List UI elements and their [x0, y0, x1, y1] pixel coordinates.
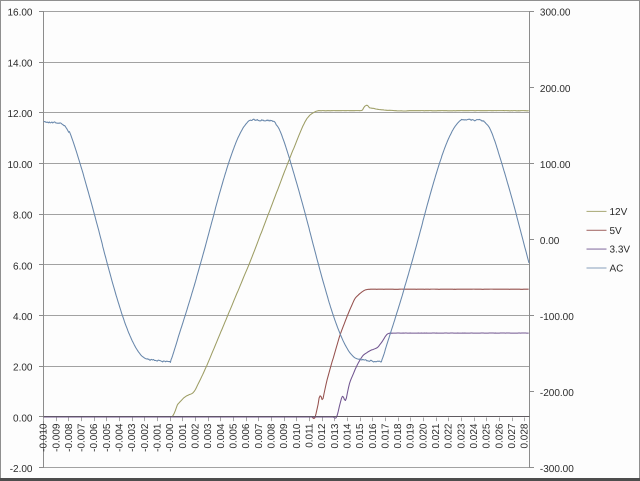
svg-text:3.3V: 3.3V [610, 245, 631, 256]
svg-text:0.00: 0.00 [540, 236, 560, 247]
svg-text:10.00: 10.00 [7, 160, 32, 171]
svg-text:6.00: 6.00 [13, 261, 33, 272]
svg-text:0.004: 0.004 [216, 423, 227, 448]
svg-text:-0.005: -0.005 [102, 423, 113, 452]
svg-text:-2.00: -2.00 [10, 464, 33, 475]
svg-text:0.003: 0.003 [203, 423, 214, 448]
svg-text:AC: AC [610, 264, 624, 275]
svg-text:5V: 5V [610, 226, 623, 237]
svg-text:-100.00: -100.00 [540, 312, 574, 323]
svg-text:0.007: 0.007 [254, 423, 265, 448]
svg-text:200.00: 200.00 [540, 84, 571, 95]
svg-text:14.00: 14.00 [7, 58, 32, 69]
svg-text:0.018: 0.018 [393, 423, 404, 448]
svg-text:0.006: 0.006 [241, 423, 252, 448]
svg-text:0.016: 0.016 [368, 423, 379, 448]
svg-text:0.020: 0.020 [418, 423, 429, 448]
svg-text:0.027: 0.027 [507, 423, 518, 448]
svg-text:8.00: 8.00 [13, 211, 33, 222]
svg-text:0.021: 0.021 [431, 423, 442, 448]
svg-text:-0.004: -0.004 [115, 423, 126, 452]
svg-text:-0.002: -0.002 [140, 423, 151, 452]
svg-text:300.00: 300.00 [540, 8, 571, 19]
svg-text:0.023: 0.023 [456, 423, 467, 448]
svg-text:0.005: 0.005 [229, 423, 240, 448]
svg-text:0.011: 0.011 [304, 423, 315, 448]
svg-text:-0.009: -0.009 [51, 423, 62, 452]
svg-text:4.00: 4.00 [13, 312, 33, 323]
svg-text:12.00: 12.00 [7, 109, 32, 120]
svg-text:-200.00: -200.00 [540, 388, 574, 399]
svg-text:-300.00: -300.00 [540, 464, 574, 475]
svg-text:-0.010: -0.010 [39, 423, 50, 452]
svg-text:2.00: 2.00 [13, 363, 33, 374]
svg-text:0.025: 0.025 [482, 423, 493, 448]
svg-text:0.028: 0.028 [520, 423, 531, 448]
svg-text:0.019: 0.019 [406, 423, 417, 448]
svg-text:0.014: 0.014 [342, 423, 353, 448]
svg-text:0.010: 0.010 [292, 423, 303, 448]
svg-text:0.009: 0.009 [279, 423, 290, 448]
svg-text:0.002: 0.002 [191, 423, 202, 448]
svg-text:12V: 12V [610, 207, 628, 218]
svg-text:0.00: 0.00 [13, 413, 33, 424]
svg-text:0.012: 0.012 [317, 423, 328, 448]
svg-text:0.017: 0.017 [380, 423, 391, 448]
svg-text:-0.001: -0.001 [153, 423, 164, 452]
svg-text:-0.007: -0.007 [77, 423, 88, 452]
svg-text:0.013: 0.013 [330, 423, 341, 448]
svg-text:-0.003: -0.003 [127, 423, 138, 452]
svg-text:16.00: 16.00 [7, 8, 32, 19]
svg-text:-0.006: -0.006 [89, 423, 100, 452]
svg-text:100.00: 100.00 [540, 160, 571, 171]
svg-text:0.015: 0.015 [355, 423, 366, 448]
svg-text:0.022: 0.022 [444, 423, 455, 448]
svg-text:-0.000: -0.000 [165, 423, 176, 452]
svg-text:-0.008: -0.008 [64, 423, 75, 452]
svg-text:0.024: 0.024 [469, 423, 480, 448]
svg-text:0.026: 0.026 [494, 423, 505, 448]
svg-text:0.001: 0.001 [178, 423, 189, 448]
svg-text:0.008: 0.008 [266, 423, 277, 448]
